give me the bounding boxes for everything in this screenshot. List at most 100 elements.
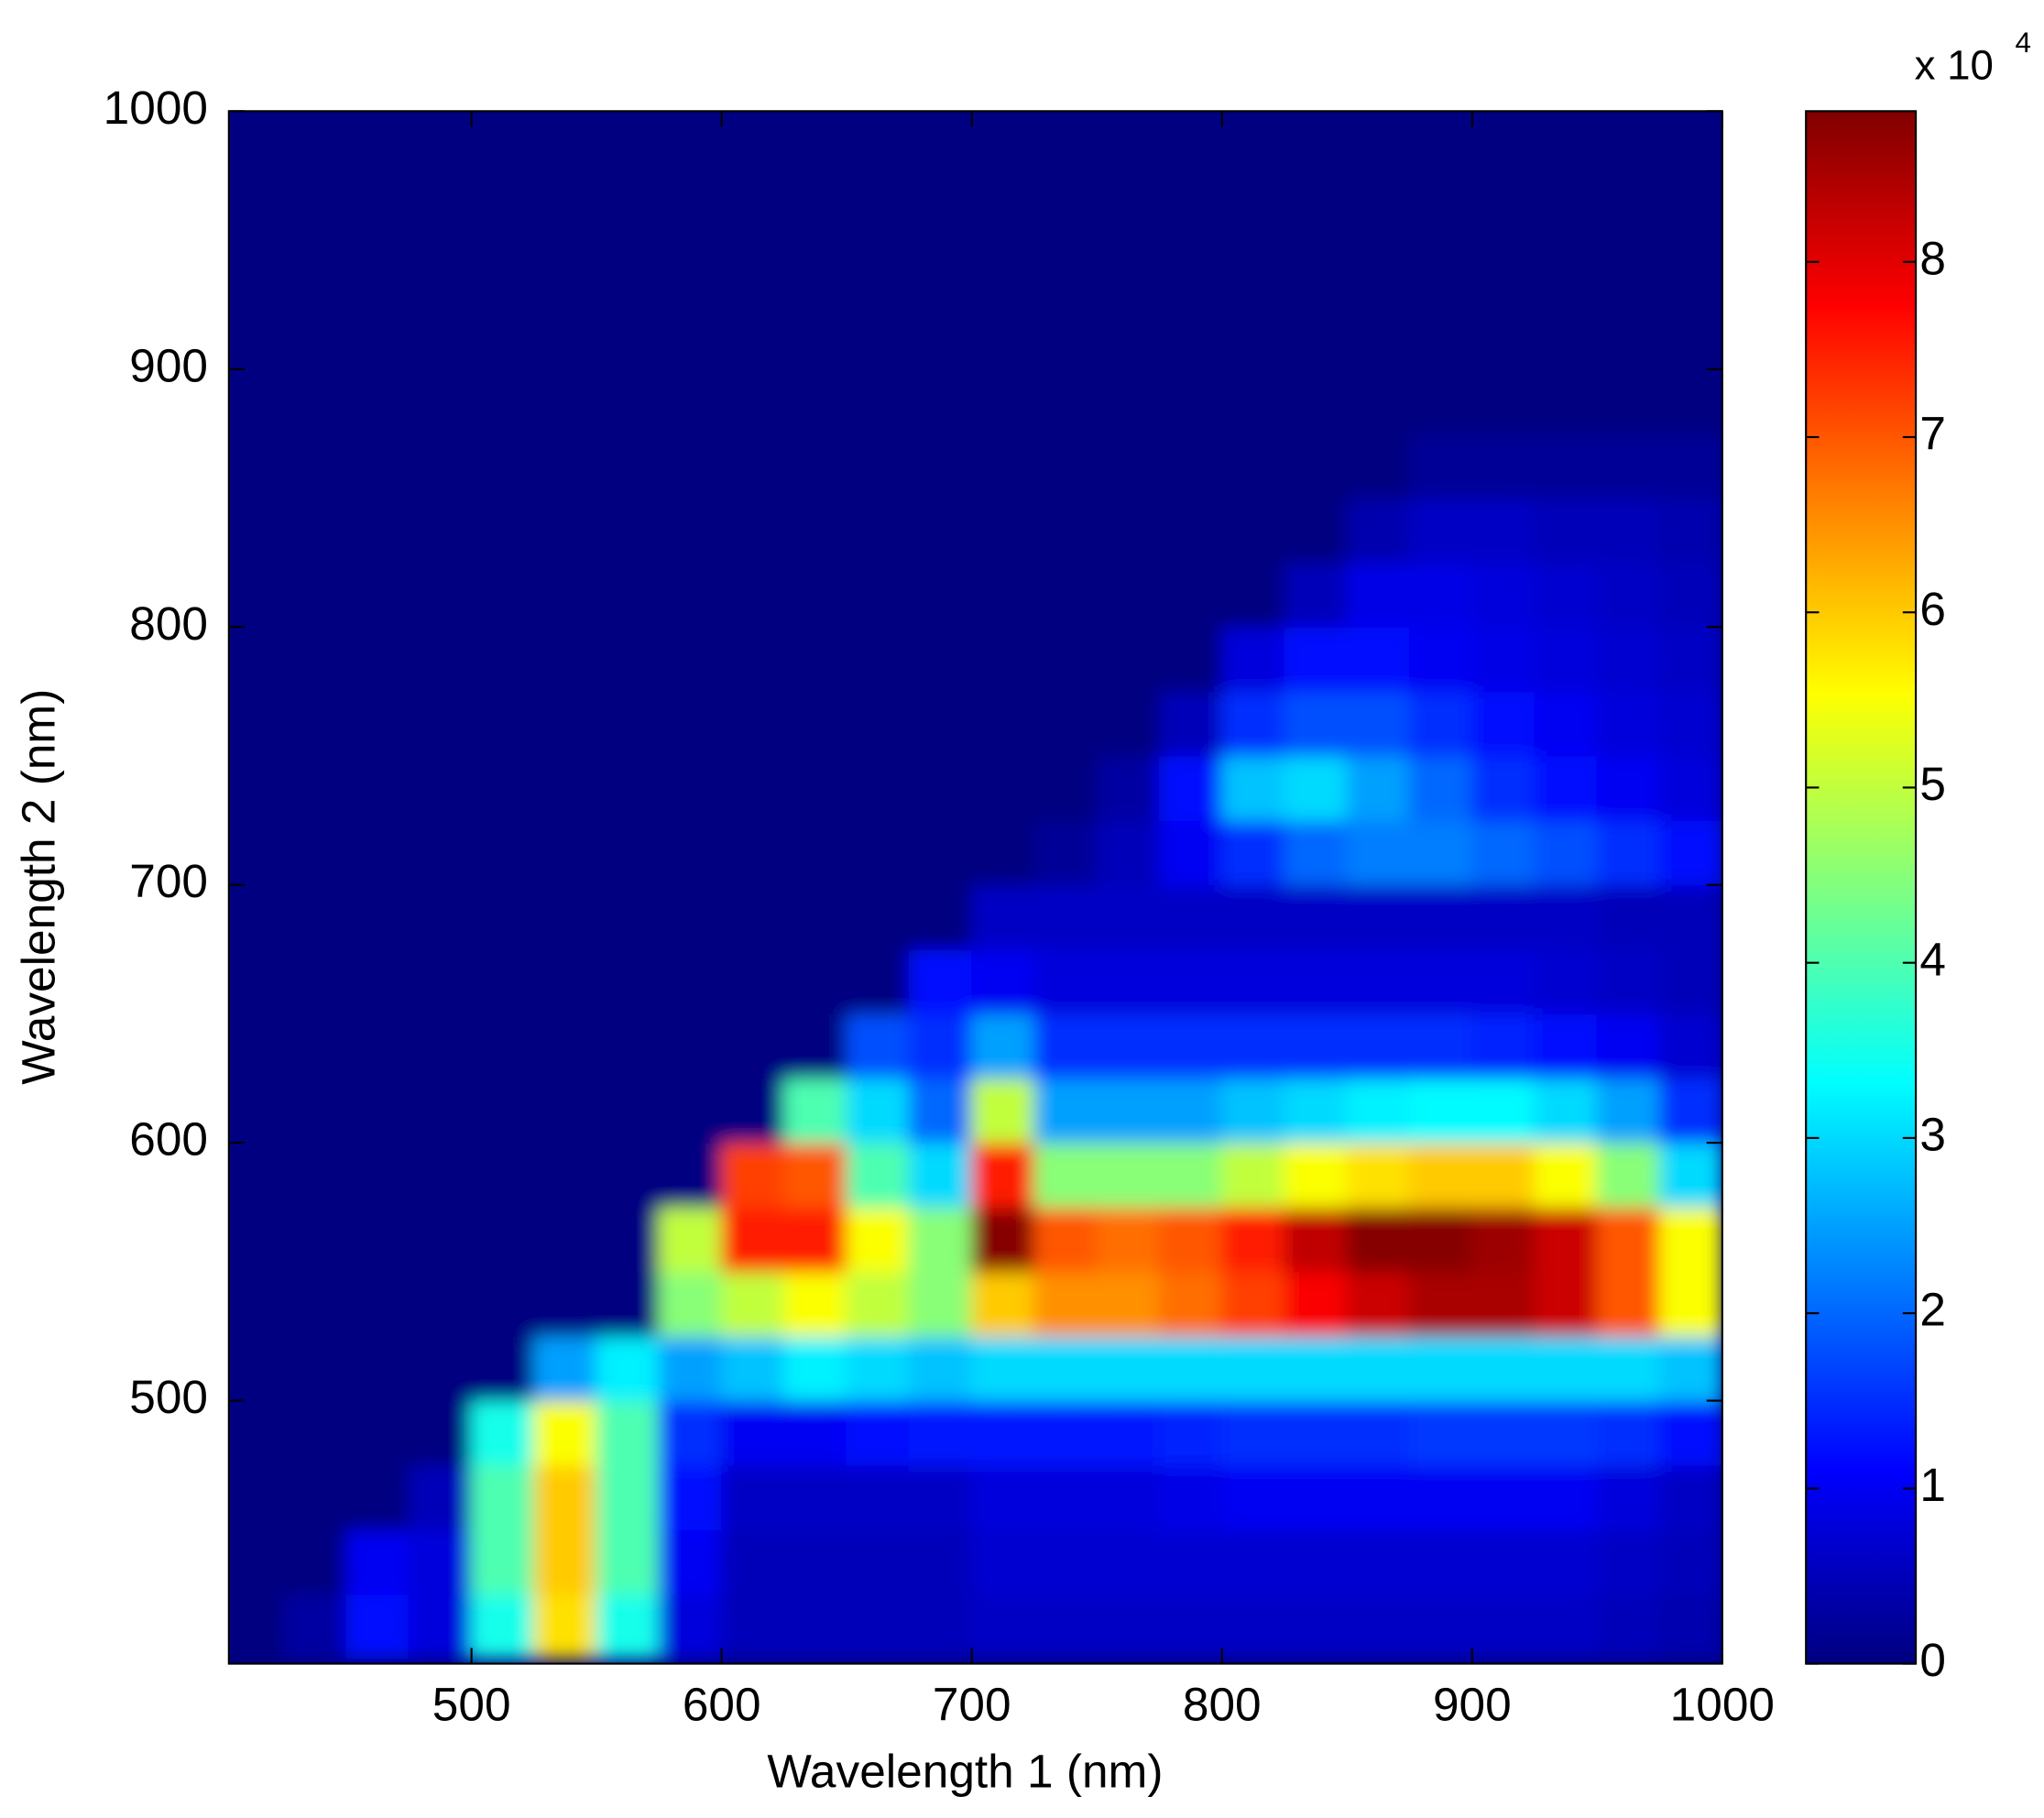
heatmap-cell	[1596, 819, 1661, 886]
heatmap-cell	[228, 1593, 285, 1659]
heatmap-cell	[1096, 1013, 1161, 1079]
heatmap-cell	[283, 1399, 347, 1466]
heatmap-cell	[846, 1142, 911, 1209]
heatmap-cell	[345, 883, 410, 950]
heatmap-cell	[408, 497, 473, 564]
colorbar-exponent: 4	[2016, 27, 2031, 59]
heatmap-cell	[228, 111, 285, 177]
heatmap-cell	[1158, 883, 1223, 950]
heatmap-cell	[1471, 883, 1536, 950]
heatmap-cell	[1471, 174, 1536, 241]
heatmap-cell	[971, 1528, 1035, 1595]
heatmap-cell	[1284, 1271, 1349, 1337]
heatmap-cell	[1408, 1593, 1473, 1659]
heatmap-cell	[408, 1399, 473, 1466]
heatmap-cell	[1408, 1271, 1473, 1337]
heatmap-cell	[408, 1335, 473, 1402]
heatmap-cell	[1408, 433, 1473, 499]
heatmap-cell	[1408, 1206, 1473, 1273]
heatmap-cell	[1346, 1142, 1411, 1209]
heatmap-cell	[1471, 755, 1536, 821]
heatmap-cell	[971, 111, 1035, 177]
heatmap-cell	[658, 1528, 723, 1595]
heatmap-cell	[345, 239, 410, 306]
heatmap-cell	[1221, 948, 1285, 1015]
heatmap-cell	[1658, 497, 1722, 564]
heatmap-cell	[908, 1335, 973, 1402]
heatmap-cell	[1346, 1077, 1411, 1144]
heatmap-cell	[658, 1593, 723, 1659]
heatmap-cell	[720, 626, 785, 693]
heatmap-cell	[1596, 433, 1661, 499]
colorbar-tick-label: 5	[1919, 757, 1946, 810]
heatmap-cell	[1658, 755, 1722, 821]
heatmap-cell	[783, 1077, 847, 1144]
heatmap-cell	[283, 303, 347, 370]
heatmap-cell	[1096, 368, 1161, 434]
heatmap-cell	[1033, 303, 1098, 370]
heatmap-cell	[908, 883, 973, 950]
heatmap-cell	[1221, 1593, 1285, 1659]
heatmap-cell	[720, 433, 785, 499]
heatmap-cell	[1158, 819, 1223, 886]
heatmap-cell	[1408, 755, 1473, 821]
heatmap-cell	[971, 1206, 1035, 1273]
heatmap-cell	[1596, 1464, 1661, 1530]
heatmap-cell	[783, 1271, 847, 1337]
heatmap-cell	[228, 174, 285, 241]
x-tick-label: 500	[432, 1678, 511, 1731]
heatmap-cell	[1221, 111, 1285, 177]
heatmap-cell	[1221, 1271, 1285, 1337]
heatmap-cell	[228, 1077, 285, 1144]
heatmap-cell	[408, 1464, 473, 1530]
heatmap-cell	[470, 1077, 535, 1144]
colorbar-tick-label: 6	[1919, 582, 1946, 635]
heatmap-cell	[408, 1271, 473, 1337]
heatmap-cell	[1033, 1335, 1098, 1402]
x-tick-label: 800	[1183, 1678, 1262, 1731]
heatmap-cell	[846, 1593, 911, 1659]
heatmap-cell	[345, 111, 410, 177]
heatmap-cell	[1033, 111, 1098, 177]
heatmap-cell	[345, 690, 410, 757]
heatmap-cell	[1033, 562, 1098, 628]
heatmap-cell	[1534, 948, 1599, 1015]
heatmap-cell	[1658, 690, 1722, 757]
heatmap-cell	[971, 433, 1035, 499]
heatmap-cell	[1658, 883, 1722, 950]
heatmap-cell	[1033, 1528, 1098, 1595]
heatmap-cell	[846, 562, 911, 628]
heatmap-cell	[283, 1464, 347, 1530]
heatmap-cell	[1284, 819, 1349, 886]
heatmap-cell	[846, 1335, 911, 1402]
heatmap-cell	[228, 1335, 285, 1402]
heatmap-cell	[846, 883, 911, 950]
heatmap-cell	[1033, 883, 1098, 950]
heatmap-cell	[971, 497, 1035, 564]
heatmap-cell	[658, 1013, 723, 1079]
heatmap-cell	[1096, 239, 1161, 306]
heatmap-cell	[408, 1206, 473, 1273]
colorbar-tick-label: 4	[1919, 932, 1946, 985]
heatmap-cell	[971, 755, 1035, 821]
heatmap-cell	[1534, 1399, 1599, 1466]
heatmap-cell	[1096, 562, 1161, 628]
heatmap-cell	[846, 1271, 911, 1337]
heatmap-cell	[1534, 1013, 1599, 1079]
heatmap-cell	[1346, 690, 1411, 757]
heatmap-cell	[971, 1464, 1035, 1530]
heatmap-cell	[283, 239, 347, 306]
heatmap-cell	[1284, 239, 1349, 306]
heatmap-cell	[1408, 1142, 1473, 1209]
heatmap-cell	[596, 883, 661, 950]
heatmap-cell	[470, 303, 535, 370]
heatmap-cell	[470, 948, 535, 1015]
heatmap-cell	[1346, 1528, 1411, 1595]
heatmap-cell	[408, 368, 473, 434]
heatmap-cell	[846, 626, 911, 693]
heatmap-cell	[283, 1271, 347, 1337]
heatmap-cell	[1408, 883, 1473, 950]
heatmap-cell	[345, 497, 410, 564]
heatmap-cell	[1596, 626, 1661, 693]
